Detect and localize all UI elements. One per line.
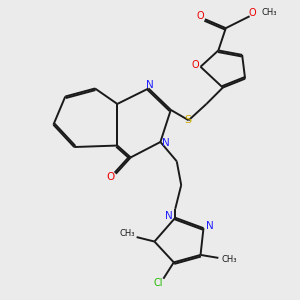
Text: O: O bbox=[191, 60, 199, 70]
Text: O: O bbox=[197, 11, 204, 21]
Text: S: S bbox=[184, 115, 192, 125]
Text: O: O bbox=[106, 172, 115, 182]
Text: Cl: Cl bbox=[153, 278, 163, 288]
Text: N: N bbox=[163, 138, 170, 148]
Text: N: N bbox=[146, 80, 154, 90]
Text: CH₃: CH₃ bbox=[119, 229, 135, 238]
Text: O: O bbox=[248, 8, 256, 18]
Text: N: N bbox=[206, 221, 214, 231]
Text: CH₃: CH₃ bbox=[261, 8, 277, 17]
Text: CH₃: CH₃ bbox=[221, 255, 236, 264]
Text: N: N bbox=[165, 211, 172, 221]
